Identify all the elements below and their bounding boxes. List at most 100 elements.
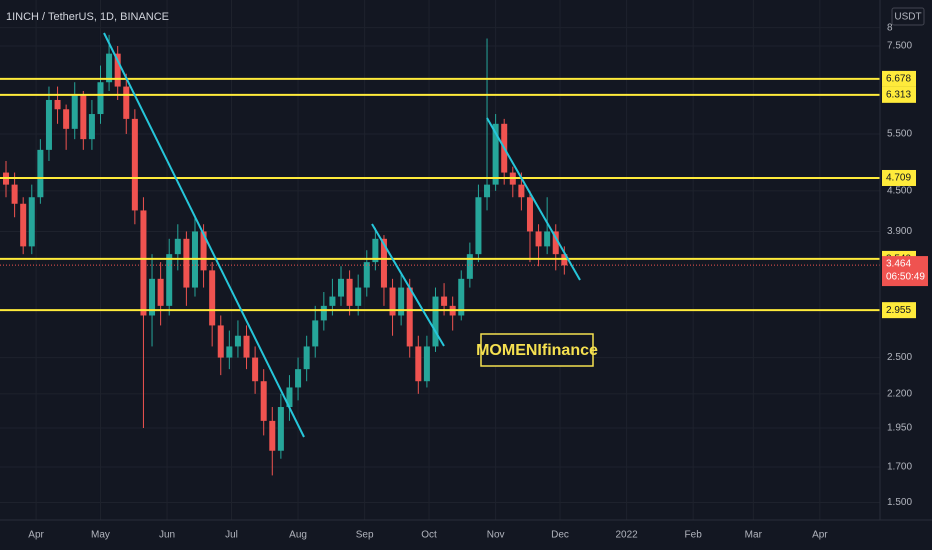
candle-body xyxy=(80,95,87,140)
candle-body xyxy=(131,118,138,211)
candle-body xyxy=(269,420,276,451)
candle-body xyxy=(475,197,482,255)
y-tick-label: 3.900 xyxy=(887,226,912,237)
trend-line xyxy=(486,117,581,281)
candle-body xyxy=(200,231,207,271)
x-tick-label: Aug xyxy=(289,530,307,541)
candle-body xyxy=(458,278,465,316)
candle-body xyxy=(389,287,396,316)
y-tick-label: 1.700 xyxy=(887,462,912,473)
y-tick-label: 5.500 xyxy=(887,129,912,140)
trend-line xyxy=(371,223,445,347)
axes: 8 7.500 5.500 4.500 3.900 2.500 2.200 1.950 1.70… xyxy=(28,22,928,541)
trend-lines xyxy=(103,32,581,438)
candle-body xyxy=(106,53,113,83)
x-tick-label: Nov xyxy=(487,530,505,541)
y-tick-label: 2.200 xyxy=(887,388,912,399)
candle-body xyxy=(71,95,78,129)
candle-body xyxy=(320,305,327,321)
candle-body xyxy=(37,149,44,198)
candle-body xyxy=(149,278,156,316)
candle-body xyxy=(217,325,224,358)
candle-body xyxy=(423,346,430,382)
y-tick-label: 2.500 xyxy=(887,352,912,363)
candle-body xyxy=(140,210,147,316)
candle-body xyxy=(552,231,559,255)
y-tick-label: 8 xyxy=(887,22,893,33)
watermark: MOMENIfinance xyxy=(476,342,598,359)
candle-body xyxy=(355,287,362,306)
candle-body xyxy=(406,287,413,347)
candle-body xyxy=(63,109,70,129)
x-tick-label: 2022 xyxy=(615,530,638,541)
candle-body xyxy=(518,184,525,198)
candle-body xyxy=(415,346,422,382)
candle-body xyxy=(398,287,405,316)
candle-body xyxy=(252,357,259,382)
candle-body xyxy=(123,86,130,119)
level-label: 4.709 xyxy=(886,173,911,184)
levels xyxy=(0,77,880,312)
candle-body xyxy=(303,346,310,370)
candle-body xyxy=(174,238,181,255)
candle-body xyxy=(492,123,499,185)
candle-body xyxy=(234,335,241,347)
y-tick-label: 1.500 xyxy=(887,497,912,508)
y-tick-label: 4.500 xyxy=(887,186,912,197)
candle-body xyxy=(20,203,27,247)
candle-body xyxy=(88,114,95,140)
candle-body xyxy=(329,296,336,306)
candle-body xyxy=(535,231,542,247)
candle-body xyxy=(183,238,190,288)
x-tick-label: Apr xyxy=(28,530,44,541)
level-label-box xyxy=(882,86,916,103)
level-label-box xyxy=(882,169,916,186)
candle-body xyxy=(54,99,61,110)
candle-body xyxy=(372,238,379,263)
x-tick-label: Jul xyxy=(225,530,238,541)
candle-body xyxy=(466,254,473,279)
level-label: 6.313 xyxy=(886,89,911,100)
candle-body xyxy=(277,407,284,451)
candle-body xyxy=(28,197,35,247)
candle-body xyxy=(337,278,345,297)
candle-body xyxy=(346,278,353,306)
watermark-box xyxy=(480,333,594,367)
x-tick-label: Feb xyxy=(685,530,703,541)
candle-body xyxy=(441,296,448,306)
candle-body xyxy=(166,254,173,306)
candle-body xyxy=(432,296,439,347)
x-tick-label: Dec xyxy=(551,530,569,541)
x-tick-label: Oct xyxy=(421,530,437,541)
last-price-box xyxy=(882,256,928,287)
currency: USDT xyxy=(894,12,921,23)
level-label-box xyxy=(882,70,916,87)
candle-body xyxy=(312,320,319,347)
candle-body xyxy=(97,82,104,115)
candle-body xyxy=(484,184,491,198)
candle-body xyxy=(286,387,293,408)
candle-body xyxy=(209,270,216,326)
candle-body xyxy=(295,369,302,388)
y-tick-label: 1.950 xyxy=(887,423,912,434)
candle-body xyxy=(243,335,250,358)
level-label: 2.955 xyxy=(886,305,911,316)
level-label-box xyxy=(882,302,916,319)
countdown: 06:50:49 xyxy=(886,272,925,283)
y-tick-label: 7.500 xyxy=(887,41,912,52)
candle-body xyxy=(45,99,52,150)
currency-box xyxy=(891,7,925,26)
level-label: 6.678 xyxy=(886,74,911,85)
x-tick-label: Apr xyxy=(812,530,828,541)
candle-body xyxy=(260,381,267,421)
chart-title: 1INCH / TetherUS, 1D, BINANCE xyxy=(6,11,169,23)
candle-body xyxy=(226,346,233,358)
candle-body xyxy=(157,278,164,306)
x-tick-label: Sep xyxy=(356,530,374,541)
candle-body xyxy=(544,231,551,247)
last-price-label: 3.464 xyxy=(886,259,911,270)
x-tick-label: Mar xyxy=(745,530,763,541)
x-tick-label: Jun xyxy=(159,530,175,541)
